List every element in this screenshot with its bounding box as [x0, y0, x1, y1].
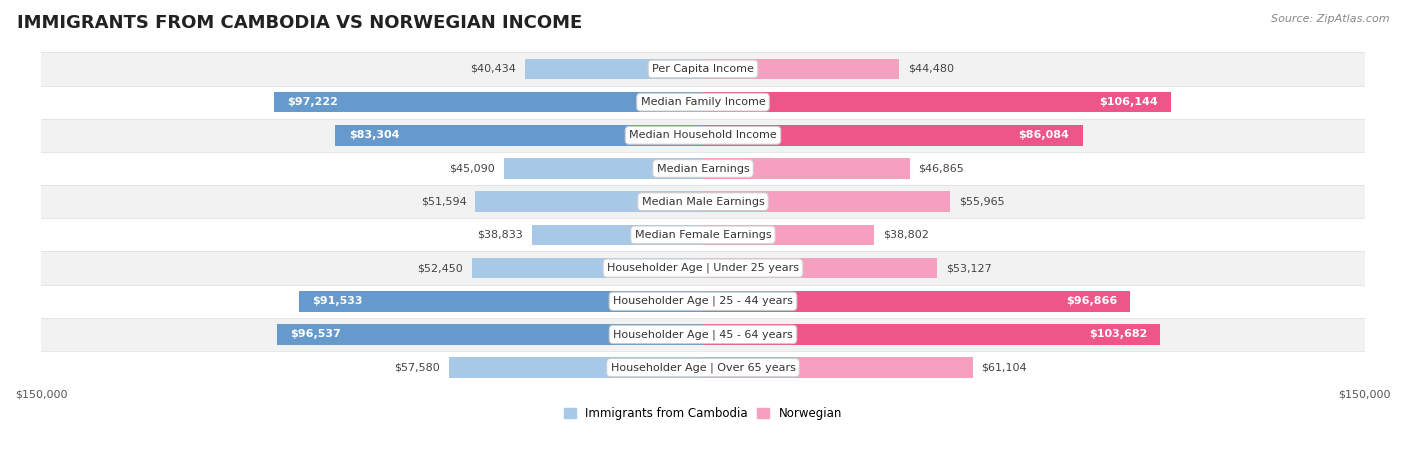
Bar — [703, 258, 938, 278]
Text: $53,127: $53,127 — [946, 263, 993, 273]
Bar — [41, 351, 1365, 384]
Bar — [41, 185, 1365, 218]
Text: $106,144: $106,144 — [1099, 97, 1159, 107]
Bar — [524, 59, 703, 79]
Bar — [703, 191, 950, 212]
Text: $38,833: $38,833 — [477, 230, 523, 240]
Text: $52,450: $52,450 — [418, 263, 463, 273]
Text: Per Capita Income: Per Capita Income — [652, 64, 754, 74]
Bar — [41, 285, 1365, 318]
Bar — [299, 291, 703, 311]
Text: IMMIGRANTS FROM CAMBODIA VS NORWEGIAN INCOME: IMMIGRANTS FROM CAMBODIA VS NORWEGIAN IN… — [17, 14, 582, 32]
Text: $97,222: $97,222 — [287, 97, 339, 107]
Text: Median Household Income: Median Household Income — [628, 130, 778, 140]
Bar — [449, 357, 703, 378]
Bar — [703, 324, 1160, 345]
Bar — [274, 92, 703, 113]
Bar — [475, 191, 703, 212]
Text: $91,533: $91,533 — [312, 296, 363, 306]
Bar — [703, 158, 910, 179]
Text: $86,084: $86,084 — [1019, 130, 1070, 140]
Text: Median Female Earnings: Median Female Earnings — [634, 230, 772, 240]
Text: $40,434: $40,434 — [470, 64, 516, 74]
Text: $46,865: $46,865 — [918, 163, 965, 174]
Text: Householder Age | 45 - 64 years: Householder Age | 45 - 64 years — [613, 329, 793, 340]
Bar — [471, 258, 703, 278]
Text: Median Family Income: Median Family Income — [641, 97, 765, 107]
Bar — [41, 218, 1365, 251]
Bar — [336, 125, 703, 146]
Bar — [41, 119, 1365, 152]
Bar — [41, 152, 1365, 185]
Text: $57,580: $57,580 — [395, 362, 440, 373]
Bar — [703, 291, 1130, 311]
Text: Householder Age | 25 - 44 years: Householder Age | 25 - 44 years — [613, 296, 793, 306]
Text: $55,965: $55,965 — [959, 197, 1004, 207]
Text: $83,304: $83,304 — [349, 130, 399, 140]
Text: $45,090: $45,090 — [450, 163, 495, 174]
Bar — [703, 125, 1083, 146]
Bar — [703, 92, 1171, 113]
Bar — [703, 225, 875, 245]
Text: $44,480: $44,480 — [908, 64, 955, 74]
Text: $103,682: $103,682 — [1088, 329, 1147, 340]
Bar — [703, 357, 973, 378]
Text: $38,802: $38,802 — [883, 230, 929, 240]
Text: $61,104: $61,104 — [981, 362, 1026, 373]
Text: Source: ZipAtlas.com: Source: ZipAtlas.com — [1271, 14, 1389, 24]
Bar — [531, 225, 703, 245]
Bar — [41, 52, 1365, 85]
Bar — [41, 318, 1365, 351]
Bar — [703, 59, 900, 79]
Bar — [505, 158, 703, 179]
Bar — [41, 85, 1365, 119]
Text: $51,594: $51,594 — [420, 197, 467, 207]
Text: $96,866: $96,866 — [1066, 296, 1118, 306]
Legend: Immigrants from Cambodia, Norwegian: Immigrants from Cambodia, Norwegian — [560, 403, 846, 425]
Bar — [277, 324, 703, 345]
Text: $96,537: $96,537 — [291, 329, 342, 340]
Bar — [41, 251, 1365, 285]
Text: Median Earnings: Median Earnings — [657, 163, 749, 174]
Text: Median Male Earnings: Median Male Earnings — [641, 197, 765, 207]
Text: Householder Age | Under 25 years: Householder Age | Under 25 years — [607, 263, 799, 273]
Text: Householder Age | Over 65 years: Householder Age | Over 65 years — [610, 362, 796, 373]
